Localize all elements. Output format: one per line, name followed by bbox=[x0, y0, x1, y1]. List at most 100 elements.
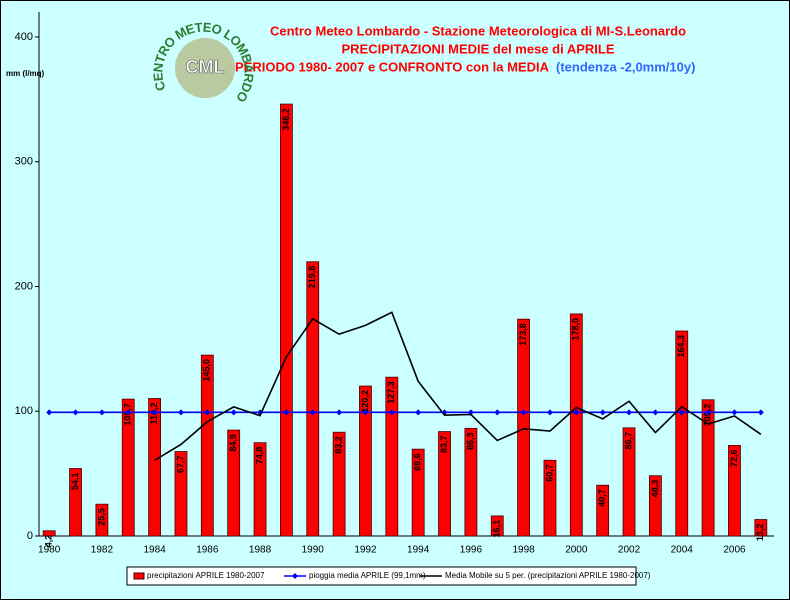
bar bbox=[121, 398, 135, 537]
marker bbox=[415, 409, 422, 416]
bar bbox=[200, 354, 214, 537]
value-label: 346,2 bbox=[281, 108, 291, 131]
value-label: 69,6 bbox=[413, 453, 423, 471]
bar bbox=[42, 530, 56, 537]
x-tick-label: 1980 bbox=[38, 545, 61, 556]
value-label: 86,3 bbox=[465, 432, 475, 450]
legend-marker bbox=[292, 573, 298, 579]
x-tick-label: 2000 bbox=[565, 545, 588, 556]
value-label: 25,5 bbox=[96, 508, 106, 526]
bar bbox=[359, 385, 372, 537]
bar bbox=[517, 318, 531, 537]
logo-map bbox=[175, 38, 235, 98]
legend-swatch bbox=[133, 572, 145, 580]
value-label: 109,2 bbox=[702, 404, 712, 427]
chart-subtitle: PERIODO 1980- 2007 e CONFRONTO con la ME… bbox=[235, 59, 550, 74]
marker bbox=[177, 409, 184, 416]
value-label: 178,0 bbox=[571, 318, 581, 341]
value-label: 164,3 bbox=[676, 335, 686, 358]
marker bbox=[546, 409, 553, 416]
value-label: 173,8 bbox=[518, 323, 528, 346]
bar bbox=[490, 515, 504, 537]
value-label: 72,6 bbox=[729, 449, 739, 467]
marker bbox=[362, 409, 369, 416]
marker bbox=[731, 409, 738, 416]
bar bbox=[227, 429, 241, 537]
value-label: 54,1 bbox=[70, 473, 80, 491]
marker bbox=[72, 409, 79, 416]
value-label: 48,3 bbox=[650, 480, 660, 498]
bar bbox=[569, 313, 583, 537]
logo-center: CML bbox=[186, 57, 225, 77]
x-tick-label: 1996 bbox=[460, 545, 483, 556]
marker bbox=[125, 409, 132, 416]
bar bbox=[253, 442, 267, 537]
marker bbox=[757, 409, 764, 416]
marker bbox=[46, 409, 53, 416]
bar bbox=[279, 103, 293, 537]
marker bbox=[98, 409, 105, 416]
marker bbox=[309, 409, 316, 416]
legend: precipitazioni APRILE 1980-2007 pioggia m… bbox=[126, 566, 651, 586]
chart-subtitle: PRECIPITAZIONI MEDIE del mese di APRILE bbox=[341, 41, 614, 56]
bar bbox=[543, 459, 557, 537]
line bbox=[154, 311, 762, 461]
marker bbox=[494, 409, 501, 416]
bar bbox=[464, 427, 478, 537]
value-label: 86,7 bbox=[623, 432, 633, 450]
annotation: (tendenza -2,0mm/10y) bbox=[556, 59, 695, 74]
bar bbox=[306, 261, 320, 537]
marker bbox=[599, 409, 606, 416]
value-label: 127,3 bbox=[386, 381, 396, 404]
bar bbox=[411, 448, 425, 537]
x-tick-label: 1992 bbox=[354, 545, 377, 556]
value-label: 83,7 bbox=[439, 436, 449, 454]
marker bbox=[388, 409, 395, 416]
bar bbox=[438, 431, 451, 537]
x-tick-label: 1988 bbox=[249, 545, 272, 556]
x-tick-label: 1990 bbox=[302, 545, 325, 556]
logo: CENTRO METEO LOMBARDO CML bbox=[151, 20, 257, 105]
value-label: 67,7 bbox=[175, 456, 185, 474]
x-tick-label: 2006 bbox=[723, 545, 746, 556]
x-tick-label: 1986 bbox=[196, 545, 219, 556]
value-label: 40,7 bbox=[597, 489, 607, 507]
value-label: 4,2 bbox=[44, 535, 54, 548]
bar bbox=[148, 398, 162, 537]
value-label: 120,2 bbox=[360, 390, 370, 413]
y-axis-label: mm (l/mq) bbox=[6, 69, 45, 78]
y-tick-label: 100 bbox=[15, 405, 33, 417]
value-label: 74,8 bbox=[254, 447, 264, 465]
x-tick-label: 1994 bbox=[407, 545, 430, 556]
bar bbox=[648, 475, 662, 537]
marker bbox=[230, 409, 237, 416]
bar bbox=[385, 376, 399, 537]
bar bbox=[754, 519, 768, 537]
bar bbox=[332, 431, 346, 537]
bar bbox=[174, 451, 188, 537]
marker bbox=[705, 409, 712, 416]
bar bbox=[596, 484, 610, 537]
y-tick-label: 0 bbox=[27, 530, 33, 542]
y-tick-label: 300 bbox=[15, 156, 33, 168]
value-label: 83,2 bbox=[333, 436, 343, 454]
bar bbox=[95, 503, 109, 537]
marker bbox=[151, 409, 158, 416]
value-label: 145,0 bbox=[202, 359, 212, 382]
bar bbox=[728, 445, 741, 537]
marker bbox=[204, 409, 211, 416]
bar bbox=[675, 330, 689, 537]
legend-label: Media Mobile su 5 per. (precipitazioni A… bbox=[445, 571, 651, 580]
marker bbox=[678, 409, 685, 416]
marker bbox=[626, 409, 633, 416]
bar bbox=[622, 427, 636, 537]
y-tick-label: 200 bbox=[15, 280, 33, 292]
y-tick-label: 400 bbox=[15, 31, 33, 43]
marker bbox=[520, 409, 527, 416]
value-label: 16,1 bbox=[492, 520, 502, 538]
x-tick-label: 1982 bbox=[91, 545, 114, 556]
bar bbox=[701, 399, 715, 537]
value-label: 219,8 bbox=[307, 266, 317, 289]
marker bbox=[652, 409, 659, 416]
value-label: 13,2 bbox=[755, 524, 765, 542]
